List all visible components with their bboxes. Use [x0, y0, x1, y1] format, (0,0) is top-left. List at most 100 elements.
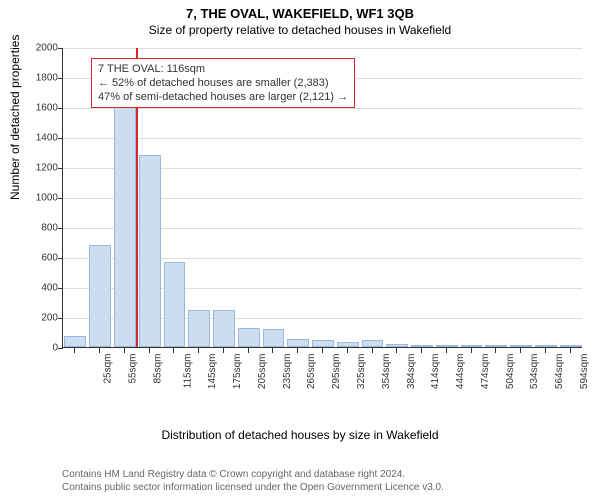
ytick-label: 400 — [24, 283, 58, 294]
ytick-label: 0 — [24, 343, 58, 354]
bar — [89, 245, 111, 347]
xtick-label: 474sqm — [480, 354, 491, 390]
bar — [411, 345, 433, 347]
xtick-label: 534sqm — [529, 354, 540, 390]
xtick-mark — [421, 348, 422, 353]
page-title: 7, THE OVAL, WAKEFIELD, WF1 3QB — [0, 0, 600, 21]
xtick-mark — [495, 348, 496, 353]
xtick-mark — [471, 348, 472, 353]
ytick-mark — [58, 228, 63, 229]
xtick-mark — [99, 348, 100, 353]
bar — [64, 336, 86, 347]
xtick-mark — [223, 348, 224, 353]
ytick-label: 200 — [24, 313, 58, 324]
ytick-mark — [58, 138, 63, 139]
bar — [510, 345, 532, 347]
gridline — [63, 108, 582, 109]
bar — [263, 329, 285, 347]
xtick-label: 55sqm — [128, 354, 139, 384]
xtick-mark — [322, 348, 323, 353]
bar — [312, 340, 334, 347]
xtick-label: 145sqm — [208, 354, 219, 390]
gridline — [63, 138, 582, 139]
xtick-label: 235sqm — [282, 354, 293, 390]
ytick-mark — [58, 108, 63, 109]
annotation-line: ← 52% of detached houses are smaller (2,… — [98, 76, 348, 90]
xtick-label: 325sqm — [356, 354, 367, 390]
footer-attribution: Contains HM Land Registry data © Crown c… — [62, 468, 444, 494]
bar — [164, 262, 186, 348]
xtick-mark — [74, 348, 75, 353]
bar — [287, 339, 309, 347]
bar — [188, 310, 210, 348]
xtick-mark — [347, 348, 348, 353]
ytick-mark — [58, 288, 63, 289]
xtick-mark — [545, 348, 546, 353]
xtick-mark — [272, 348, 273, 353]
annotation-line: 7 THE OVAL: 116sqm — [98, 62, 348, 76]
bar — [485, 345, 507, 347]
bar — [139, 155, 161, 347]
xtick-label: 25sqm — [103, 354, 114, 384]
xtick-mark — [248, 348, 249, 353]
bar — [386, 344, 408, 347]
xtick-mark — [149, 348, 150, 353]
xtick-mark — [446, 348, 447, 353]
xtick-mark — [198, 348, 199, 353]
bar — [362, 340, 384, 348]
bar — [436, 345, 458, 347]
xtick-label: 295sqm — [331, 354, 342, 390]
ytick-label: 2000 — [24, 43, 58, 54]
bar — [114, 104, 136, 347]
xtick-label: 414sqm — [430, 354, 441, 390]
bar — [560, 345, 582, 347]
bar — [337, 342, 359, 347]
xtick-label: 265sqm — [307, 354, 318, 390]
page-subtitle: Size of property relative to detached ho… — [0, 21, 600, 37]
xtick-label: 564sqm — [554, 354, 565, 390]
gridline — [63, 48, 582, 49]
xtick-label: 594sqm — [579, 354, 590, 390]
bar — [238, 328, 260, 348]
xtick-mark — [124, 348, 125, 353]
bar — [535, 345, 557, 347]
ytick-mark — [58, 198, 63, 199]
annotation-box: 7 THE OVAL: 116sqm← 52% of detached hous… — [91, 58, 355, 108]
ytick-mark — [58, 348, 63, 349]
annotation-line: 47% of semi-detached houses are larger (… — [98, 90, 348, 104]
xtick-mark — [372, 348, 373, 353]
ytick-label: 1400 — [24, 133, 58, 144]
chart-area: 7 THE OVAL: 116sqm← 52% of detached hous… — [62, 48, 582, 406]
footer-line: Contains HM Land Registry data © Crown c… — [62, 468, 444, 481]
xtick-mark — [570, 348, 571, 353]
plot-area: 7 THE OVAL: 116sqm← 52% of detached hous… — [62, 48, 582, 348]
bar — [213, 310, 235, 348]
xtick-label: 85sqm — [152, 354, 163, 384]
ytick-mark — [58, 78, 63, 79]
ytick-label: 800 — [24, 223, 58, 234]
xtick-label: 115sqm — [182, 354, 193, 389]
xtick-label: 444sqm — [455, 354, 466, 390]
ytick-mark — [58, 258, 63, 259]
x-axis-label: Distribution of detached houses by size … — [0, 428, 600, 442]
xtick-mark — [297, 348, 298, 353]
ytick-mark — [58, 168, 63, 169]
bar — [461, 345, 483, 347]
ytick-mark — [58, 318, 63, 319]
xtick-mark — [396, 348, 397, 353]
xtick-label: 384sqm — [406, 354, 417, 390]
xtick-label: 175sqm — [232, 354, 243, 390]
ytick-label: 1200 — [24, 163, 58, 174]
xtick-label: 205sqm — [257, 354, 268, 390]
ytick-label: 1800 — [24, 73, 58, 84]
footer-line: Contains public sector information licen… — [62, 481, 444, 494]
xtick-label: 354sqm — [381, 354, 392, 390]
ytick-label: 600 — [24, 253, 58, 264]
xtick-mark — [520, 348, 521, 353]
xtick-mark — [173, 348, 174, 353]
y-axis-label: Number of detached properties — [8, 35, 22, 200]
xtick-label: 504sqm — [505, 354, 516, 390]
ytick-label: 1000 — [24, 193, 58, 204]
ytick-mark — [58, 48, 63, 49]
ytick-label: 1600 — [24, 103, 58, 114]
